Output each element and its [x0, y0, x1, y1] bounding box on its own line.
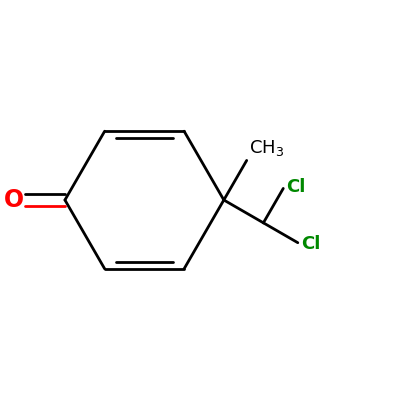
Text: O: O: [4, 188, 24, 212]
Text: Cl: Cl: [286, 178, 306, 196]
Text: Cl: Cl: [301, 235, 320, 253]
Text: CH$_3$: CH$_3$: [249, 138, 284, 158]
